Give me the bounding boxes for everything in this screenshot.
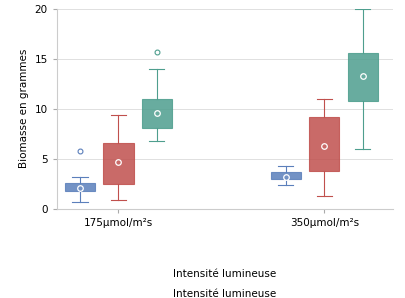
X-axis label: Intensité lumineuse: Intensité lumineuse [173,269,276,279]
Y-axis label: Biomasse en grammes: Biomasse en grammes [19,49,29,168]
PathPatch shape [309,117,339,171]
PathPatch shape [142,99,172,128]
Legend: 1, 2, 3: 1, 2, 3 [173,289,276,298]
PathPatch shape [65,183,95,191]
PathPatch shape [103,143,134,184]
PathPatch shape [347,53,378,101]
PathPatch shape [271,172,301,179]
